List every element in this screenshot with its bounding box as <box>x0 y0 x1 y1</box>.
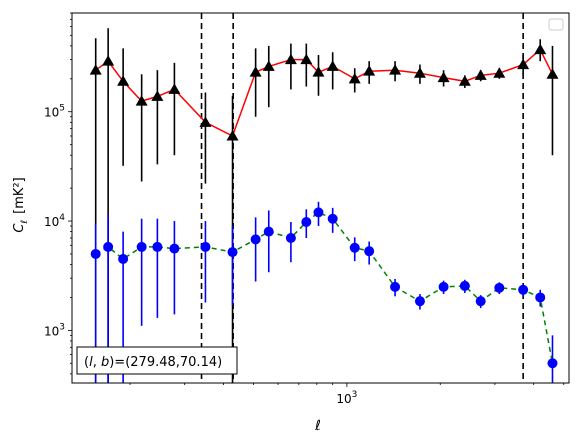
circle-marker <box>475 296 486 307</box>
triangle-marker <box>300 53 313 65</box>
circle-marker <box>438 281 449 292</box>
annotation-text: (l, b)=(279.48,70.14) <box>84 355 222 370</box>
annotation-box: (l, b)=(279.48,70.14) <box>76 346 238 375</box>
triangle-marker <box>363 65 376 76</box>
circle-marker <box>118 253 129 264</box>
x-tick-label: 103 <box>336 390 357 406</box>
triangle-marker <box>312 66 325 77</box>
circle-marker <box>263 226 274 237</box>
plot-layer <box>89 13 559 383</box>
y-tick-label: 103 <box>44 322 65 338</box>
triangle-marker <box>168 83 181 94</box>
triangle-marker <box>199 116 212 127</box>
y-axis-label: Cℓ[mK²] <box>12 177 30 232</box>
circle-marker <box>518 284 529 295</box>
triangle-marker <box>413 67 426 78</box>
axes-frame <box>71 12 570 384</box>
circle-marker <box>390 281 401 292</box>
circle-marker <box>327 213 338 224</box>
triangle-marker <box>89 64 102 75</box>
triangle-marker <box>249 66 262 77</box>
triangle-marker <box>226 129 239 141</box>
triangle-marker <box>117 75 130 86</box>
circle-marker <box>169 243 180 254</box>
circle-marker <box>285 232 296 243</box>
circle-marker <box>152 241 163 252</box>
triangle-marker <box>493 67 506 78</box>
triangle-marker <box>534 43 547 55</box>
y-tick-label: 105 <box>44 104 65 120</box>
circle-marker <box>313 207 324 218</box>
series-line <box>95 48 554 138</box>
circle-marker <box>535 292 546 303</box>
triangle-marker <box>437 71 450 83</box>
circle-marker <box>459 280 470 291</box>
triangle-marker <box>284 53 297 65</box>
circle-marker <box>227 247 238 258</box>
circle-marker <box>200 241 211 252</box>
axes-layer: 103 104 105 103 <box>44 12 570 406</box>
circle-marker <box>494 282 505 293</box>
triangle-marker <box>262 60 275 71</box>
circle-marker <box>250 234 261 245</box>
circle-marker <box>301 217 312 228</box>
circle-marker <box>103 241 114 252</box>
series-line <box>95 211 554 364</box>
triangle-marker <box>102 55 115 66</box>
circle-marker <box>547 358 558 369</box>
triangle-marker <box>151 90 164 101</box>
triangle-marker <box>135 95 148 106</box>
x-axis-label: ℓ <box>314 418 321 434</box>
plot-area <box>89 13 559 383</box>
circle-marker <box>364 246 375 257</box>
triangle-marker <box>348 72 361 84</box>
triangle-marker <box>474 69 487 80</box>
y-tick-label: 104 <box>44 213 65 229</box>
triangle-marker <box>326 60 339 71</box>
triangle-marker <box>546 68 559 79</box>
circle-marker <box>349 242 360 253</box>
triangle-marker <box>458 75 471 86</box>
circle-marker <box>414 296 425 307</box>
circle-marker <box>136 241 147 252</box>
triangle-marker <box>389 64 402 75</box>
circle-marker <box>90 248 101 259</box>
legend-box <box>548 18 564 31</box>
triangle-marker <box>517 58 530 70</box>
